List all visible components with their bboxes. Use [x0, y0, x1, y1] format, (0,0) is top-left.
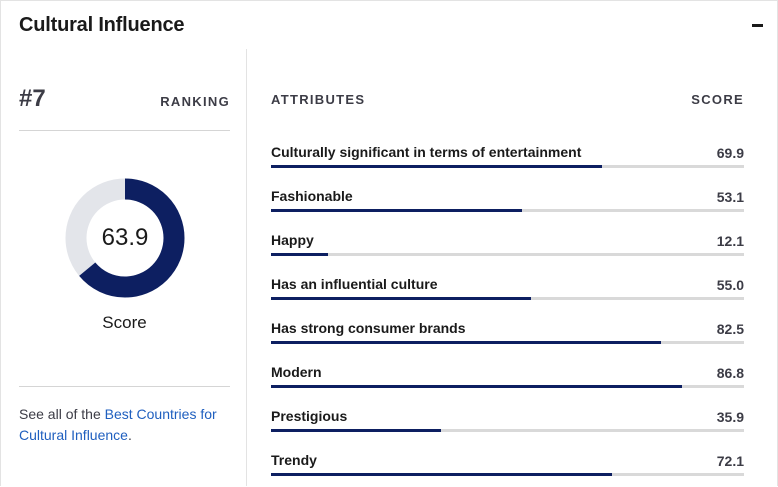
ranking-label: RANKING — [160, 94, 230, 109]
card-title: Cultural Influence — [19, 14, 185, 36]
score-column-header: SCORE — [691, 92, 744, 107]
ranking-panel: #7 RANKING 63.9 Score See all of the Bes… — [19, 49, 230, 486]
attribute-bar-track — [271, 473, 744, 476]
attribute-bar-fill — [271, 209, 523, 212]
collapse-minus-icon[interactable] — [752, 24, 763, 27]
attributes-panel: ATTRIBUTES SCORE Culturally significant … — [271, 49, 744, 486]
attribute-score: 12.1 — [716, 233, 744, 249]
attribute-row: Happy 12.1 — [271, 232, 744, 262]
score-caption: Score — [102, 313, 147, 332]
attribute-row: Trendy 72.1 — [271, 452, 744, 482]
divider — [19, 386, 230, 387]
vertical-divider — [246, 49, 247, 486]
attribute-name: Fashionable — [271, 188, 353, 204]
attribute-name: Culturally significant in terms of enter… — [271, 144, 582, 160]
see-all-text: See all of the Best Countries for Cultur… — [19, 404, 230, 446]
attribute-bar-track — [271, 341, 744, 344]
attribute-name: Trendy — [271, 452, 317, 468]
donut-arc — [65, 178, 185, 298]
attribute-score: 53.1 — [716, 189, 744, 205]
attribute-score: 82.5 — [716, 321, 744, 337]
best-countries-link[interactable]: Best Countries for Cultural Influence — [19, 406, 217, 443]
attribute-bar-fill — [271, 165, 602, 168]
attribute-bar-fill — [271, 297, 532, 300]
attributes-column-header: ATTRIBUTES — [271, 92, 366, 107]
donut-svg — [65, 178, 185, 298]
attribute-score: 35.9 — [716, 409, 744, 425]
ranking-value: #7 — [19, 85, 46, 112]
attribute-score: 55.0 — [716, 277, 744, 293]
attribute-bar-track — [271, 297, 744, 300]
attribute-bar-track — [271, 253, 744, 256]
attribute-bar-track — [271, 209, 744, 212]
attribute-bar-fill — [271, 341, 662, 344]
divider — [19, 130, 230, 131]
attribute-bar-track — [271, 165, 744, 168]
attribute-name: Has an influential culture — [271, 276, 438, 292]
see-all-prefix: See all of the — [19, 406, 105, 422]
attribute-row: Has strong consumer brands 82.5 — [271, 320, 744, 350]
attribute-score: 69.9 — [716, 145, 744, 161]
attribute-bar-fill — [271, 253, 329, 256]
attribute-bar-fill — [271, 473, 613, 476]
attribute-score: 86.8 — [716, 365, 744, 381]
attribute-name: Modern — [271, 364, 322, 380]
attribute-bar-track — [271, 385, 744, 388]
score-value: 63.9 — [101, 224, 149, 251]
attribute-bar-track — [271, 429, 744, 432]
attribute-row: Fashionable 53.1 — [271, 188, 744, 218]
attribute-row: Modern 86.8 — [271, 364, 744, 394]
see-all-suffix: . — [127, 427, 132, 443]
attribute-name: Prestigious — [271, 408, 348, 424]
score-donut-chart: 63.9 — [65, 178, 185, 298]
attribute-row: Culturally significant in terms of enter… — [271, 144, 744, 174]
attribute-bar-fill — [271, 429, 441, 432]
attribute-name: Happy — [271, 232, 314, 248]
attribute-name: Has strong consumer brands — [271, 320, 466, 336]
card-header[interactable]: Cultural Influence — [1, 1, 777, 49]
attribute-score: 72.1 — [716, 453, 744, 469]
attribute-row: Has an influential culture 55.0 — [271, 276, 744, 306]
attribute-bar-fill — [271, 385, 682, 388]
attribute-row: Prestigious 35.9 — [271, 408, 744, 438]
